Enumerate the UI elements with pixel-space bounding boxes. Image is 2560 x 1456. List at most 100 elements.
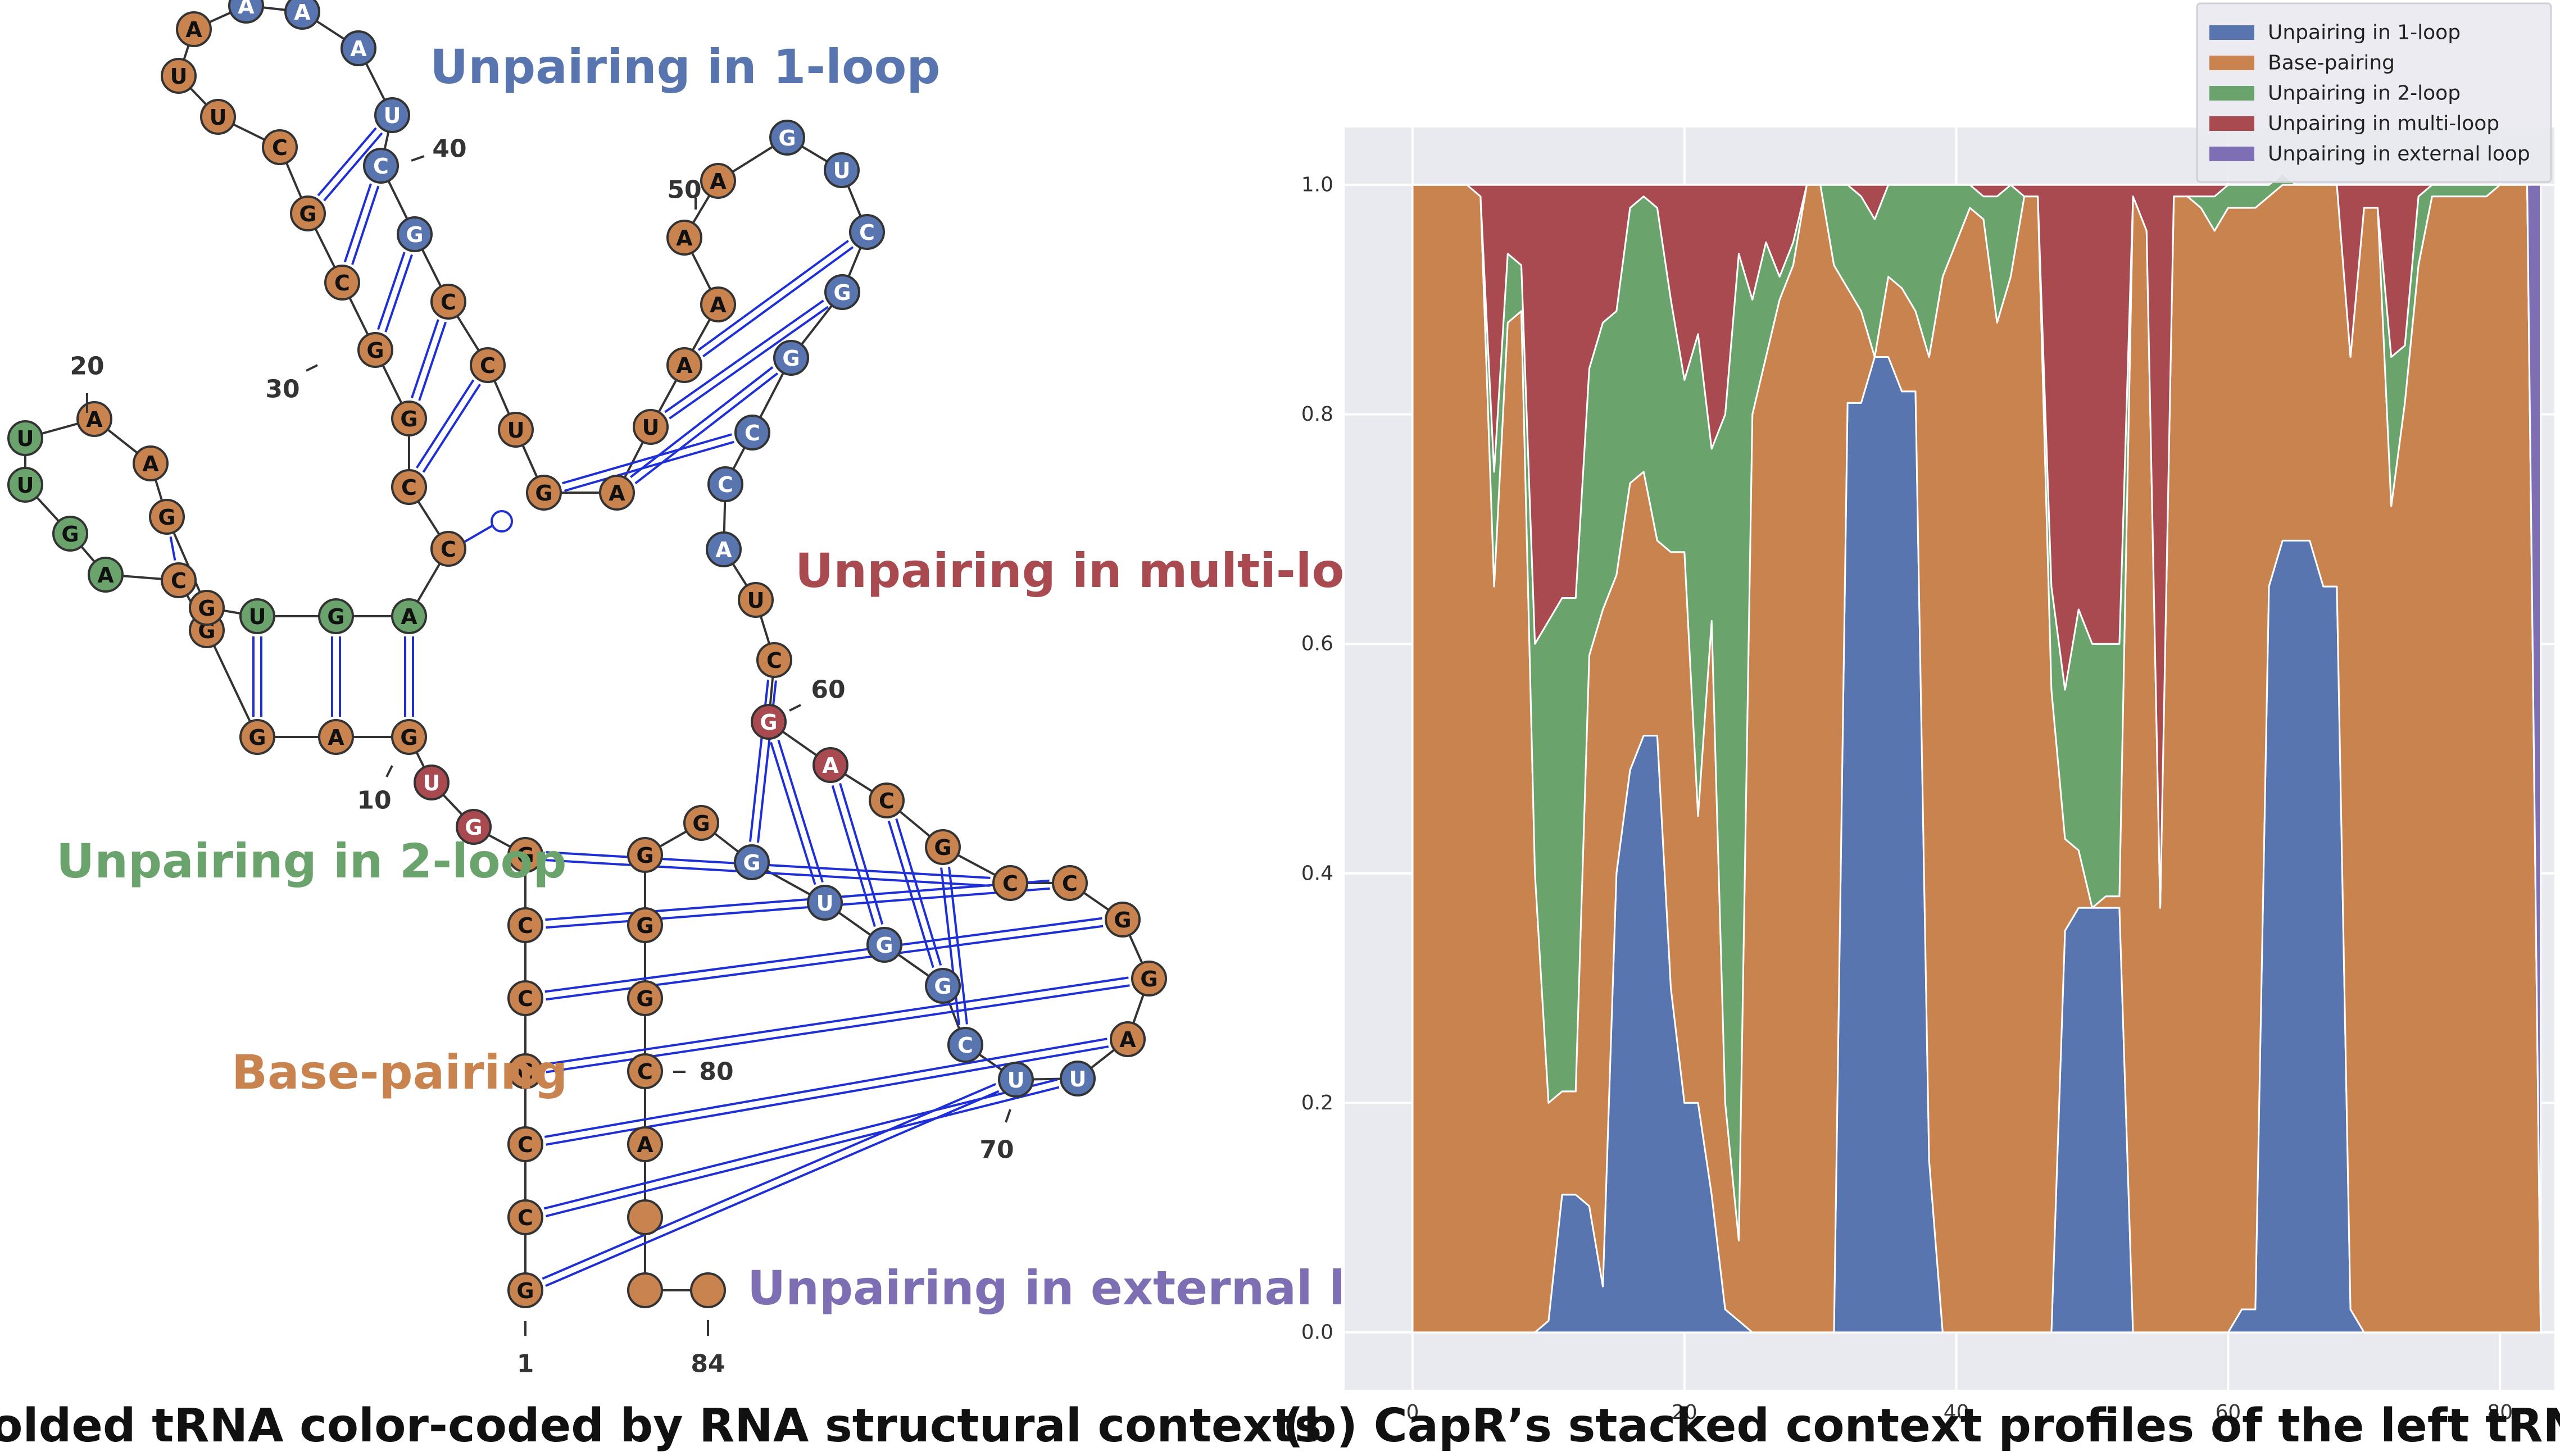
legend-label: Unpairing in 2-loop [2268,82,2461,105]
nucleotide-circle [318,719,354,755]
nucleotide-78-pairing: G [683,805,719,841]
nucleotide-letter: G [782,346,800,371]
base-pair-bond [418,321,447,401]
nucleotide-circle [666,220,702,256]
nucleotide-49-pairing: A [700,286,736,322]
nucleotide-letter: C [1062,871,1078,896]
nucleotide-circle [133,445,169,481]
legend-box [2196,2,2552,183]
nucleotide-letter: G [465,815,482,840]
nucleotide-letter: A [86,407,103,432]
legend-swatch [2209,56,2254,70]
base-pair-bond [546,887,1050,929]
nucleotide-14-pairing: C [161,562,197,598]
nucleotide-letter: G [692,811,710,836]
nucleotide-circle [7,467,43,503]
nucleotide-letter: C [518,1059,533,1084]
nucleotide-letter: G [636,913,653,938]
nucleotide-letter: C [480,353,496,378]
nucleotide-circle [627,980,663,1016]
position-number: 70 [979,1136,1014,1164]
base-pair-bond [545,879,1050,921]
nucleotide-letter: C [637,1059,653,1084]
nucleotide-39-loop1: U [374,97,410,133]
position-tick [1005,1109,1011,1123]
nucleotide-70-pairing: A [1110,1021,1146,1057]
nucleotide-letter: G [743,850,760,875]
nucleotide-10-pairing: G [391,719,427,755]
nucleotide-48-pairing: A [666,347,702,383]
nucleotide-letter: U [816,891,834,916]
nucleotide-circle [707,466,743,502]
nucleotide-circle [397,216,433,252]
nucleotide-circle [824,152,860,188]
nucleotide-letter: C [441,290,456,315]
nucleotide-circle [456,809,492,845]
base-pair-bond [545,1090,1000,1287]
nucleotide-11-pairing: A [318,719,354,755]
base-pair-bond [323,132,383,202]
position-tick [306,364,318,372]
y-tick-label: 0.0 [1301,1321,1333,1344]
nucleotide-circle [470,347,506,383]
nucleotide-85-pairing [627,1272,663,1308]
nucleotide-letter: C [272,135,288,160]
base-pair-bond [702,246,854,358]
nucleotide-letter: U [170,64,188,89]
nucleotide-circle [200,99,236,135]
nucleotide-circle [341,30,376,66]
nucleotide-circle [706,531,742,567]
nucleotide-letter: G [934,974,951,999]
base-pair-bond [629,366,774,479]
base-pair-bond [831,785,876,927]
base-pair-bond [940,867,960,1026]
nucleotide-22-pairing: G [189,590,225,626]
nucleotide-41-loop1: G [397,216,433,252]
nucleotide-letter: A [328,725,344,750]
label-base-pairing: Base-pairing [232,1045,568,1100]
nucleotide-letter: C [859,220,875,245]
nucleotide-54-loop1: C [849,214,885,250]
nucleotide-2-pairing: C [507,1199,543,1235]
nucleotide-letter: C [766,648,782,673]
nucleotide-letter: A [676,226,693,251]
position-number-labels: 1 10 20 30 40 50 60 70 80 84 [70,135,1014,1378]
nucleotide-letter: G [1114,908,1131,932]
backbone-link [206,630,258,738]
nucleotide-circle [189,590,225,626]
nucleotide-circle [357,332,393,368]
nucleotide-57-loop1: C [734,415,770,451]
nucleotide-circle [627,1053,663,1089]
label-unpairing-multi-loop: Unpairing in multi-loop [795,543,1410,598]
nucleotide-66-pairing: C [992,865,1028,901]
base-pair-bond [770,741,816,885]
nucleotide-circle [813,747,848,783]
nucleotide-letter: A [294,0,311,25]
nucleotide-circle [992,865,1028,901]
nucleotide-circle [627,837,663,873]
nucleotide-letter: U [17,426,34,451]
nucleotide-letter: C [745,421,760,445]
nucleotide-letter: G [516,1278,534,1303]
nucleotide-23-loop2: U [239,598,275,634]
nucleotide-76-loop1: U [807,885,843,921]
nucleotide-circle [507,1272,543,1308]
nucleotide-32-pairing: C [262,129,298,165]
x-tick-label: 60 [2216,1401,2241,1424]
nucleotide-circle [324,265,360,301]
nucleotide-letter: G [1140,967,1158,991]
position-number: 60 [811,676,845,704]
nucleotide-18-loop2: U [7,420,43,456]
nucleotide-6-pairing: C [507,907,543,943]
nucleotide-59-loop1: A [706,531,742,567]
nucleotide-letter: A [637,1132,653,1157]
nucleotide-33-pairing: U [200,99,236,135]
nucleotide-letter: A [238,0,255,19]
nucleotide-circle [866,927,902,963]
legend: Unpairing in 1-loop Base-pairing Unpairing… [2196,2,2552,183]
capr-profile-chart: 0 20 40 60 80 0.0 0.2 0.4 0.6 0.8 1.0 Unpairing in… [1282,2,2560,1453]
base-pair-bond [895,818,942,966]
base-pair-bond [377,252,406,330]
backbone-links [24,4,1150,1291]
nucleotide-letter: G [636,986,653,1011]
